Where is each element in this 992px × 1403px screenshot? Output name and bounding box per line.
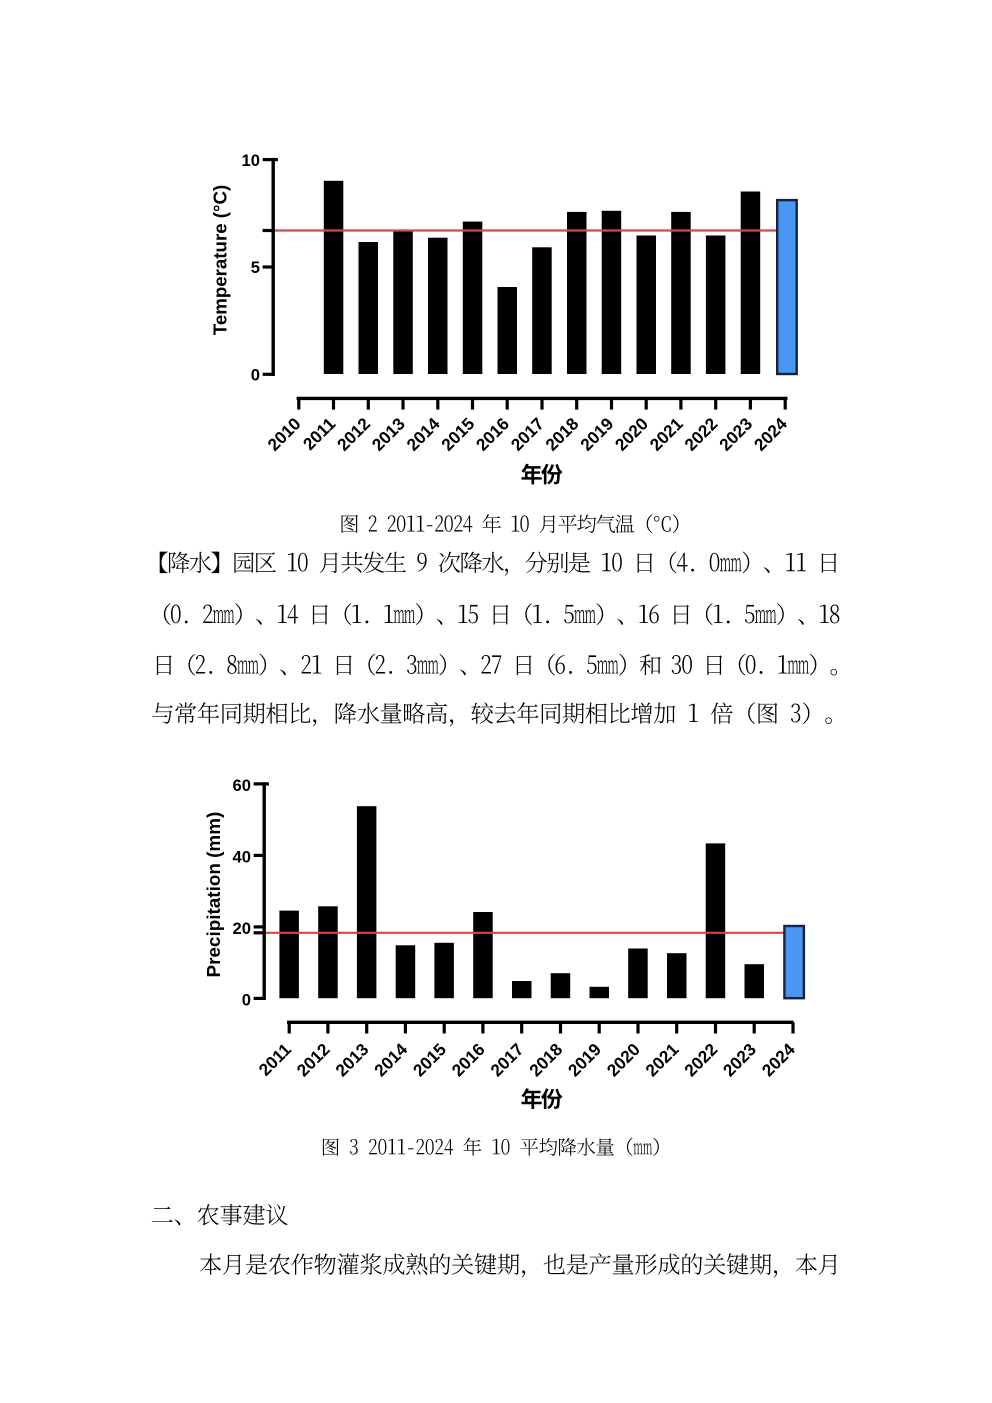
svg-text:40: 40 [233,847,251,866]
svg-text:20: 20 [233,919,251,938]
svg-text:2015: 2015 [437,413,478,454]
svg-text:2020: 2020 [603,1039,644,1080]
svg-text:2013: 2013 [331,1039,372,1080]
svg-text:2021: 2021 [641,1039,682,1080]
svg-text:2024: 2024 [750,413,791,454]
svg-text:60: 60 [233,776,251,795]
svg-text:Precipitation (mm): Precipitation (mm) [204,812,225,978]
svg-text:2024: 2024 [758,1039,799,1080]
svg-text:2013: 2013 [368,413,409,454]
svg-text:2012: 2012 [333,413,374,454]
svg-text:2016: 2016 [472,413,513,454]
svg-text:2023: 2023 [715,413,756,454]
svg-text:10: 10 [242,151,260,170]
svg-text:2023: 2023 [719,1039,760,1080]
svg-text:2022: 2022 [680,1039,721,1080]
svg-text:0: 0 [251,366,260,385]
svg-text:2017: 2017 [507,413,548,454]
svg-text:2011: 2011 [299,413,340,454]
svg-text:2015: 2015 [409,1039,450,1080]
svg-text:5: 5 [251,258,260,277]
svg-text:2019: 2019 [564,1039,605,1080]
svg-text:2018: 2018 [541,413,582,454]
svg-text:2018: 2018 [525,1039,566,1080]
svg-text:2020: 2020 [611,413,652,454]
svg-text:2014: 2014 [370,1039,411,1080]
svg-text:2011: 2011 [255,1039,296,1080]
svg-text:2019: 2019 [576,413,617,454]
svg-text:2017: 2017 [486,1039,527,1080]
svg-text:2012: 2012 [293,1039,334,1080]
svg-text:0: 0 [242,990,251,1009]
svg-text:2022: 2022 [680,413,721,454]
svg-text:2010: 2010 [263,413,304,454]
svg-text:2014: 2014 [402,413,443,454]
svg-text:2016: 2016 [448,1039,489,1080]
svg-text:2021: 2021 [646,413,687,454]
svg-text:Temperature (°C): Temperature (°C) [209,185,230,335]
